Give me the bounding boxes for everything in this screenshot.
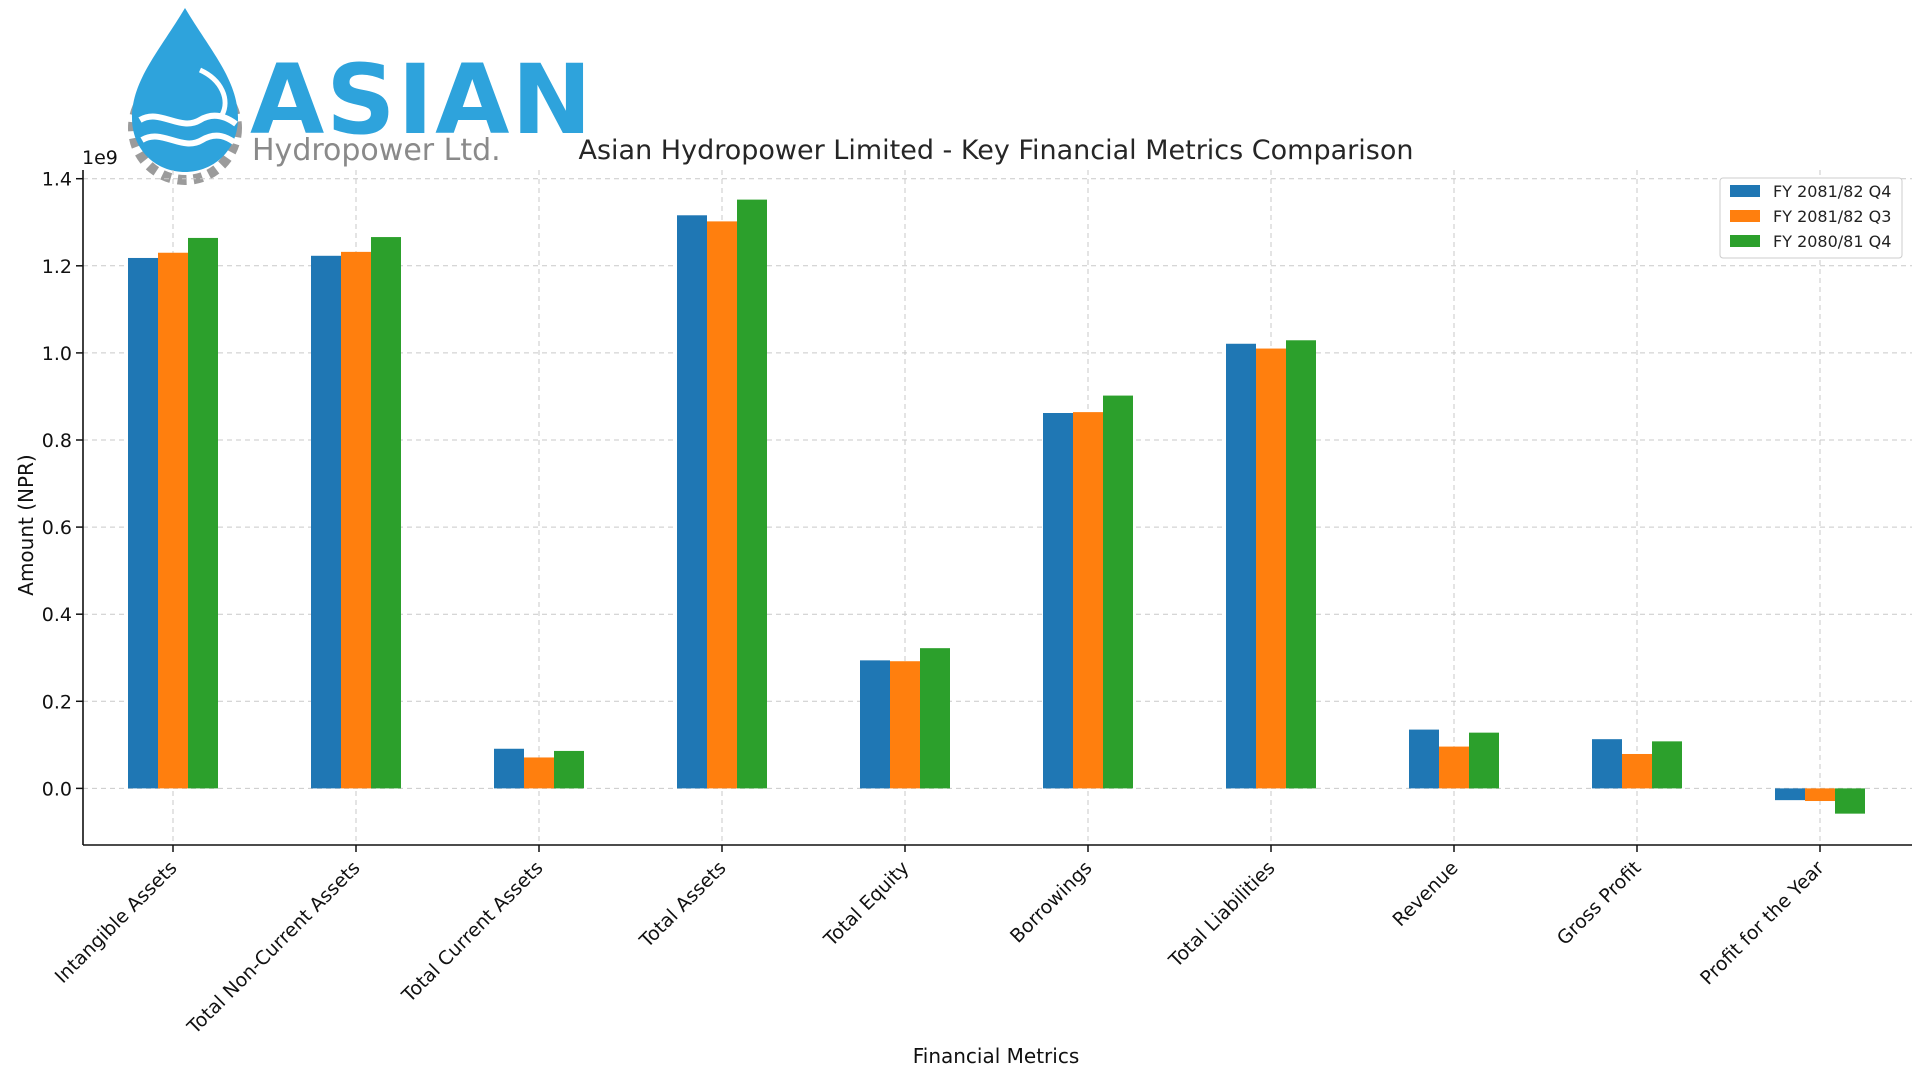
bar [1286,340,1316,789]
legend: FY 2081/82 Q4 FY 2081/82 Q3 FY 2080/81 Q… [1719,177,1903,259]
bar [554,750,584,789]
bar [1103,395,1133,789]
x-axis-label: Financial Metrics [913,1044,1080,1068]
legend-label: FY 2081/82 Q3 [1773,207,1891,226]
bar [737,199,767,789]
x-tick-label: Total Assets [635,857,731,953]
bar [1469,732,1499,789]
x-tick-label: Total Equity [819,857,913,951]
x-tick-label: Intangible Assets [51,857,182,988]
legend-swatch [1730,185,1760,197]
legend-swatch [1730,235,1760,247]
chart-title: Asian Hydropower Limited - Key Financial… [579,135,1414,166]
water-drop-icon [132,8,238,172]
bar [188,237,218,789]
bar [1652,741,1682,789]
x-tick-label: Borrowings [1006,857,1096,947]
bar [1043,413,1073,789]
bar [158,252,188,789]
bar [128,257,158,789]
bar [677,215,707,789]
legend-swatch [1730,210,1760,222]
bar [1835,788,1865,814]
x-tick-label: Profit for the Year [1696,857,1829,990]
water-wave-icon [140,132,236,147]
logo-subtitle: Hydropower Ltd. [252,133,501,168]
legend-frame [1719,177,1903,259]
y-tick-label: 1.0 [42,343,72,365]
logo-wordmark: ASIAN [250,44,594,156]
legend-label: FY 2080/81 Q4 [1773,232,1891,251]
x-tick-label: Total Liabilities [1164,857,1279,972]
y-tick-label: 1.2 [42,256,72,278]
bar [311,255,341,789]
bar [1439,746,1469,789]
y-tick-label: 0.0 [42,778,72,800]
bar [1592,739,1622,789]
y-tick-label: 0.4 [42,604,72,626]
bar [1256,348,1286,789]
x-tick-label: Total Non-Current Assets [183,857,365,1039]
bar [524,757,554,789]
y-tick-label: 1.4 [42,169,72,191]
bar [1622,753,1652,789]
ticks-layer: 0.0 0.2 0.4 0.6 0.8 1.0 1.2 1.4 Intangible Asset… [42,169,1829,1039]
company-logo: ASIAN Hydropower Ltd. [128,8,594,185]
y-axis-label: Amount (NPR) [14,454,38,595]
bar [371,237,401,789]
x-tick-label: Total Current Assets [397,857,547,1007]
y-tick-label: 0.2 [42,691,72,713]
y-offset-label: 1e9 [82,147,118,169]
bar [890,661,920,789]
x-tick-label: Revenue [1388,857,1462,931]
bar [920,648,950,789]
bar [1226,343,1256,789]
bars-layer [128,199,1865,814]
bar [494,748,524,789]
bar [341,251,371,789]
bar [1775,788,1805,801]
bar [1073,412,1103,789]
y-tick-label: 0.8 [42,430,72,452]
water-wave-icon [138,112,238,127]
axes-layer [82,170,1912,846]
x-tick-label: Gross Profit [1553,857,1646,950]
legend-label: FY 2081/82 Q4 [1773,182,1891,201]
bar [1409,729,1439,789]
bar [860,660,890,789]
bar [1805,788,1835,802]
bar [707,221,737,789]
y-tick-label: 0.6 [42,517,72,539]
water-swirl-icon [198,67,228,117]
